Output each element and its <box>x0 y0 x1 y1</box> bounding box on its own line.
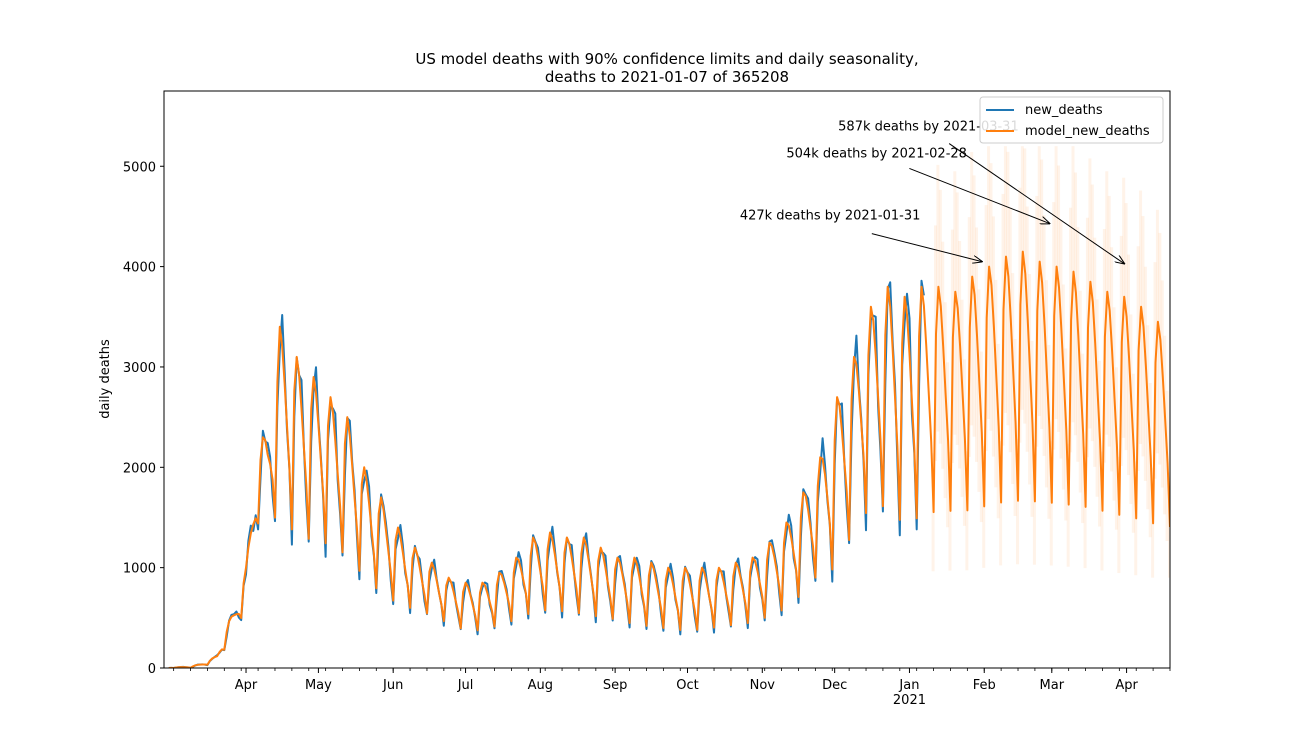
legend-box <box>979 96 1164 144</box>
y-tick-label: 3000 <box>123 361 156 376</box>
x-tick-label: Dec <box>822 678 847 693</box>
series-line-model-new-deaths <box>168 250 1170 668</box>
confidence-band-day <box>1073 172 1077 436</box>
y-tick-label: 1000 <box>123 562 156 577</box>
annotation-text: 587k deaths by 2021-03-31 <box>838 120 1019 135</box>
legend: new_deaths model_new_deaths <box>979 96 1164 144</box>
y-axis-label: daily deaths <box>98 339 113 419</box>
x-tick-label: Mar <box>1040 678 1065 693</box>
confidence-band-day <box>1107 195 1111 447</box>
confidence-band-day <box>972 175 976 437</box>
x-tick-sublabel: 2021 <box>893 693 926 708</box>
x-tick-label: Apr <box>1115 678 1138 693</box>
annotation-text: 504k deaths by 2021-02-28 <box>786 146 967 161</box>
x-tick-label: Aug <box>528 678 553 693</box>
annotations: 427k deaths by 2021-01-31 504k deaths by … <box>740 120 1124 264</box>
annotation-arrow <box>909 167 1049 223</box>
confidence-band-day <box>1090 184 1094 442</box>
series-lines <box>168 250 1170 668</box>
legend-label-new-deaths: new_deaths <box>1025 103 1103 118</box>
chart-title-line2: deaths to 2021-01-07 of 365208 <box>545 68 789 86</box>
annotation-arrow <box>871 233 982 262</box>
annotation-text: 427k deaths by 2021-01-31 <box>740 209 921 224</box>
confidence-band-day <box>1124 203 1128 451</box>
confidence-band-day <box>1006 151 1010 426</box>
confidence-band-day <box>1040 159 1044 429</box>
plot-area <box>168 146 1170 668</box>
x-tick-label: Sep <box>603 678 628 693</box>
y-tick-label: 2000 <box>123 461 156 476</box>
x-tick-label: Jan <box>898 678 919 693</box>
annotation-arrow <box>948 143 1124 264</box>
chart-title-line1: US model deaths with 90% confidence limi… <box>415 50 918 68</box>
x-tick-label: Oct <box>676 678 698 693</box>
y-axis: 0 1000 2000 3000 4000 5000 <box>123 160 164 677</box>
x-tick-label: May <box>305 678 332 693</box>
confidence-band-day <box>1023 148 1027 424</box>
confidence-band-day <box>1141 216 1145 457</box>
y-tick-label: 5000 <box>123 160 156 175</box>
plot-frame <box>163 90 1171 669</box>
x-tick-label: Apr <box>235 678 258 693</box>
confidence-band-day <box>1057 165 1061 432</box>
legend-label-model-new-deaths: model_new_deaths <box>1025 124 1150 139</box>
y-tick-label: 0 <box>148 662 156 677</box>
confidence-band-day <box>938 189 942 444</box>
x-tick-label: Jun <box>382 678 403 693</box>
confidence-band-day <box>1158 232 1162 465</box>
confidence-band-day <box>955 192 959 445</box>
x-tick-label: Feb <box>973 678 996 693</box>
y-tick-label: 4000 <box>123 261 156 276</box>
confidence-band-day <box>989 163 993 431</box>
x-tick-label: Jul <box>457 678 474 693</box>
x-tick-label: Nov <box>750 678 776 693</box>
